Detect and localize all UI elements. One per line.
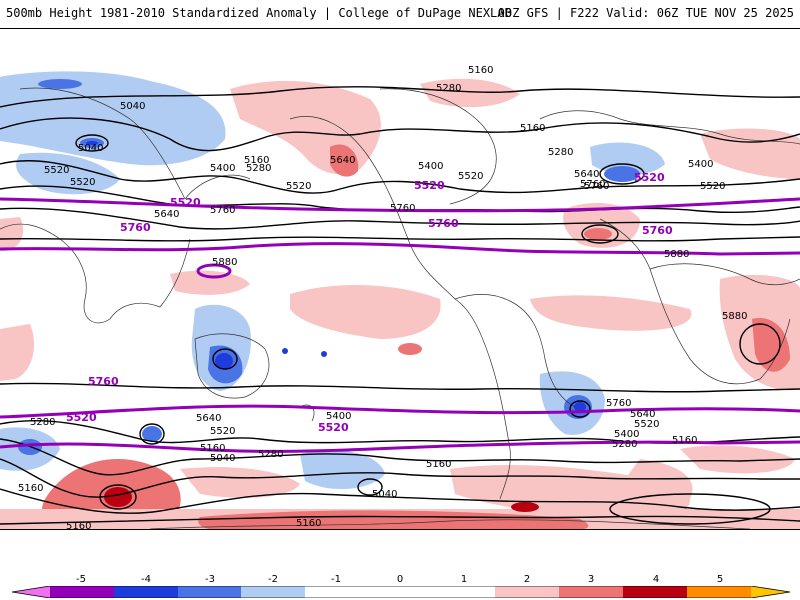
svg-text:5280: 5280 [436,83,461,94]
colorbar: -5 -4 -3 -2 -1 0 1 2 3 4 5 [0,570,800,600]
highlight-contours [0,197,800,453]
svg-text:5160: 5160 [468,65,493,76]
anomaly-map: 5160 5280 5040 5040 5160 5400 5280 5520 … [0,65,800,530]
svg-text:5760: 5760 [120,221,151,234]
colorbar-segment [495,586,559,598]
svg-text:5520: 5520 [286,181,311,192]
svg-text:5040: 5040 [210,453,235,464]
svg-text:5880: 5880 [664,249,689,260]
svg-text:5760: 5760 [584,181,609,192]
svg-text:5160: 5160 [244,155,269,166]
svg-text:5520: 5520 [634,171,665,184]
colorbar-segment [751,586,790,598]
svg-text:5520: 5520 [44,165,69,176]
colorbar-tick: 5 [716,574,724,585]
model-run-info: 00Z GFS | F222 Valid: 06Z TUE NOV 25 202… [497,6,794,20]
colorbar-tick: 0 [396,574,404,585]
colorbar-tick: -5 [76,574,86,585]
svg-text:5520: 5520 [458,171,483,182]
svg-text:5520: 5520 [70,177,95,188]
colorbar-tick: -4 [141,574,151,585]
svg-text:5040: 5040 [372,489,397,500]
svg-text:5160: 5160 [672,435,697,446]
svg-text:5160: 5160 [200,443,225,454]
svg-text:5760: 5760 [428,217,459,230]
svg-text:5280: 5280 [30,417,55,428]
svg-text:5040: 5040 [120,101,145,112]
svg-text:5400: 5400 [210,163,235,174]
colorbar-segment [12,586,50,598]
colorbar-tick: 2 [523,574,531,585]
colorbar-tick: -3 [205,574,215,585]
map-panel[interactable]: 5160 5280 5040 5040 5160 5400 5280 5520 … [0,28,800,530]
svg-text:5280: 5280 [548,147,573,158]
colorbar-tick: -2 [268,574,278,585]
colorbar-segment [114,586,178,598]
svg-text:5640: 5640 [330,155,355,166]
colorbar-segment [50,586,114,598]
svg-text:5520: 5520 [210,426,235,437]
svg-text:5160: 5160 [520,123,545,134]
colorbar-scale [11,586,791,598]
colorbar-tick: 3 [587,574,595,585]
colorbar-segment [178,586,241,598]
svg-text:5160: 5160 [426,459,451,470]
svg-text:5400: 5400 [688,159,713,170]
title-bar: 500mb Height 1981-2010 Standardized Anom… [0,0,800,26]
svg-text:5520: 5520 [414,179,445,192]
svg-text:5400: 5400 [418,161,443,172]
colorbar-tick: -1 [331,574,341,585]
highlight-labels: 5520 5760 5520 5760 5520 5760 5520 5760 … [66,171,673,434]
svg-text:5160: 5160 [296,518,321,529]
svg-text:5760: 5760 [606,398,631,409]
svg-text:5280: 5280 [612,439,637,450]
svg-text:5640: 5640 [154,209,179,220]
svg-text:5040: 5040 [78,143,103,154]
svg-text:5400: 5400 [614,429,639,440]
svg-text:5640: 5640 [196,413,221,424]
anomaly-shading [0,71,800,529]
colorbar-segment [241,586,305,598]
svg-text:5880: 5880 [722,311,747,322]
map-title: 500mb Height 1981-2010 Standardized Anom… [6,6,512,20]
svg-text:5640: 5640 [574,169,599,180]
svg-text:5280: 5280 [246,163,271,174]
svg-text:5640: 5640 [630,409,655,420]
svg-text:5520: 5520 [700,181,725,192]
svg-text:5280: 5280 [258,449,283,460]
svg-text:5520: 5520 [170,196,201,209]
colorbar-segment [559,586,623,598]
svg-text:5760: 5760 [580,179,605,190]
colorbar-segment [305,586,495,598]
svg-text:5760: 5760 [642,224,673,237]
svg-text:5520: 5520 [66,411,97,424]
colorbar-segment [623,586,687,598]
svg-text:5760: 5760 [88,375,119,388]
svg-text:5160: 5160 [18,483,43,494]
svg-text:5520: 5520 [634,419,659,430]
svg-text:5520: 5520 [318,421,349,434]
colorbar-tick: 4 [652,574,660,585]
svg-text:5760: 5760 [390,203,415,214]
svg-text:5760: 5760 [210,205,235,216]
colorbar-segment [687,586,751,598]
colorbar-tick: 1 [460,574,468,585]
svg-text:5880: 5880 [212,257,237,268]
svg-text:5160: 5160 [66,521,91,530]
svg-text:5400: 5400 [326,411,351,422]
contour-labels: 5160 5280 5040 5040 5160 5400 5280 5520 … [18,65,747,530]
